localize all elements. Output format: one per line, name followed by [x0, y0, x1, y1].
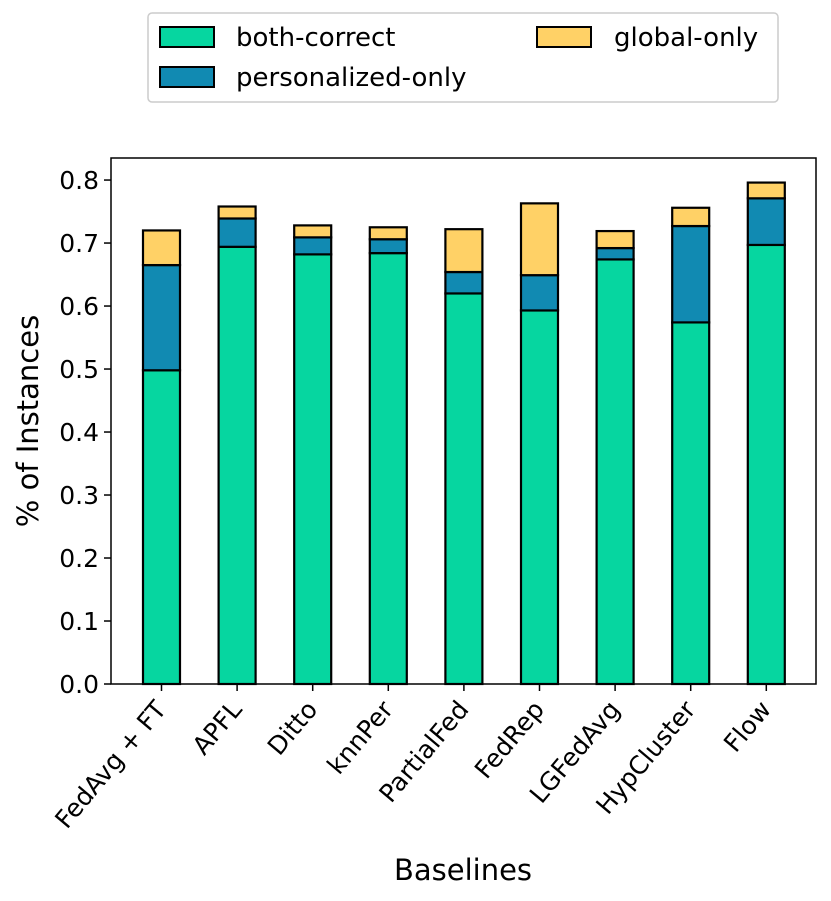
- y-tick-label-2: 0.2: [59, 544, 99, 573]
- bar-global-only-7: [671, 206, 711, 228]
- bar-both-correct-8: [746, 243, 786, 686]
- y-axis-title: % of Instances: [11, 315, 45, 527]
- bar-both-correct-4: [444, 292, 484, 686]
- x-tick-label-8: Flow: [718, 695, 777, 757]
- bar-personalized-only-6: [595, 246, 635, 261]
- bar-global-only-6: [595, 229, 635, 250]
- x-tick-label-2: Ditto: [262, 695, 323, 760]
- bar-both-correct-6: [595, 258, 635, 686]
- bar-global-only-4: [444, 228, 484, 274]
- x-tick-label-0: FedAvg + FT: [49, 695, 172, 834]
- bar-global-only-5: [519, 202, 560, 277]
- y-tick-label-8: 0.8: [59, 166, 99, 195]
- bar-personalized-only-5: [519, 274, 560, 312]
- legend-swatch-both-correct: [159, 26, 215, 48]
- bar-global-only-0: [141, 229, 182, 267]
- plot-frame: [110, 157, 817, 685]
- y-tick-label-1: 0.1: [59, 607, 99, 636]
- legend-swatch-personalized-only: [159, 66, 215, 88]
- y-tick-label-3: 0.3: [59, 481, 99, 510]
- x-tick-label-1: APFL: [187, 695, 248, 760]
- y-axis: 0.0 0.1 0.2 0.3 0.4 0.5 0.6 0.7 0.8: [59, 166, 111, 699]
- bar-personalized-only-7: [671, 224, 711, 324]
- bar-both-correct-0: [141, 369, 182, 686]
- y-tick-label-7: 0.7: [59, 229, 99, 258]
- x-axis: FedAvg + FT APFL DittoknnPerPartialFedFedR…: [49, 684, 777, 834]
- bar-both-correct-5: [519, 309, 560, 686]
- x-tick-label-3: knnPer: [321, 695, 399, 780]
- y-tick-label-6: 0.6: [59, 292, 99, 321]
- x-tick-label-5: FedRep: [469, 695, 550, 784]
- bar-personalized-only-8: [746, 197, 786, 247]
- y-tick-label-0: 0.0: [59, 670, 99, 699]
- bar-personalized-only-1: [217, 217, 257, 248]
- legend-label-both-correct: both-correct: [236, 23, 396, 53]
- x-axis-title: Baselines: [394, 853, 532, 887]
- bar-global-only-8: [746, 181, 786, 200]
- bar-personalized-only-2: [293, 236, 333, 256]
- bars-group: [141, 181, 786, 686]
- legend-box: [147, 12, 779, 103]
- y-tick-label-4: 0.4: [59, 418, 99, 447]
- bar-both-correct-2: [293, 253, 333, 686]
- legend-swatch-global-only: [536, 26, 592, 48]
- bar-global-only-1: [217, 205, 257, 220]
- legend: both-correct personalized-only global-on…: [147, 12, 779, 103]
- bar-both-correct-1: [217, 245, 257, 686]
- bar-both-correct-3: [368, 252, 408, 686]
- y-tick-label-5: 0.5: [59, 355, 99, 384]
- legend-label-global-only: global-only: [614, 23, 758, 53]
- bar-global-only-2: [293, 224, 333, 239]
- bar-personalized-only-0: [141, 263, 182, 372]
- bar-both-correct-7: [671, 321, 711, 686]
- bar-personalized-only-3: [368, 238, 408, 255]
- bar-global-only-3: [368, 226, 408, 241]
- legend-label-personalized-only: personalized-only: [236, 63, 467, 93]
- bar-personalized-only-4: [444, 270, 484, 295]
